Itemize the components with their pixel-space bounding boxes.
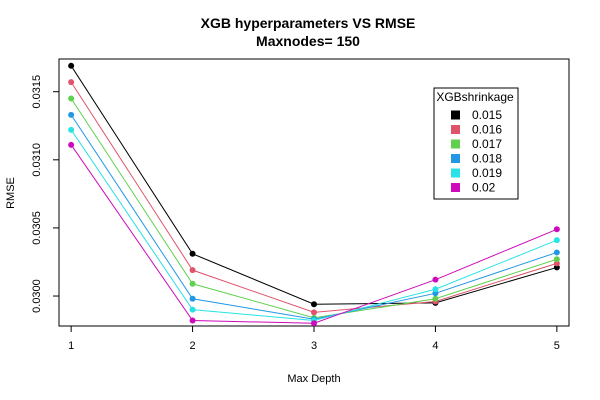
data-point bbox=[311, 301, 317, 308]
chart-title: XGB hyperparameters VS RMSE bbox=[201, 15, 416, 31]
data-point bbox=[432, 276, 439, 283]
y-tick-label: 0.0300 bbox=[31, 279, 43, 313]
x-tick-label: 1 bbox=[68, 340, 74, 352]
data-point bbox=[189, 267, 196, 274]
legend: XGBshrinkage 0.0150.0160.0170.0180.0190.… bbox=[433, 87, 519, 200]
legend-box bbox=[433, 87, 519, 200]
legend-label: 0.02 bbox=[472, 181, 496, 195]
data-point bbox=[189, 295, 196, 302]
data-point bbox=[553, 256, 560, 263]
chart-subtitle: Maxnodes= 150 bbox=[256, 33, 360, 49]
data-point bbox=[432, 295, 439, 302]
legend-title: XGBshrinkage bbox=[436, 90, 514, 104]
x-tick-label: 2 bbox=[190, 340, 196, 352]
data-point bbox=[432, 286, 439, 293]
legend-label: 0.016 bbox=[472, 123, 502, 137]
x-axis-label: Max Depth bbox=[287, 373, 340, 385]
legend-swatch bbox=[451, 139, 460, 149]
x-tick-label: 5 bbox=[554, 340, 560, 352]
legend-swatch bbox=[451, 168, 460, 178]
y-tick-label: 0.0310 bbox=[31, 143, 43, 177]
data-point bbox=[189, 280, 196, 287]
legend-label: 0.019 bbox=[472, 166, 502, 180]
series-0.02 bbox=[68, 141, 560, 327]
data-point bbox=[189, 317, 196, 324]
legend-label: 0.017 bbox=[472, 137, 502, 151]
legend-swatch bbox=[451, 154, 460, 163]
data-point bbox=[189, 306, 196, 313]
data-point bbox=[68, 111, 75, 118]
y-tick-label: 0.0305 bbox=[31, 211, 43, 245]
legend-label: 0.015 bbox=[472, 108, 502, 122]
data-point bbox=[311, 309, 317, 316]
data-point bbox=[68, 62, 75, 69]
x-axis: 1 2 3 4 5 bbox=[68, 325, 560, 352]
data-point bbox=[68, 126, 75, 133]
series-layer bbox=[68, 62, 560, 327]
data-point bbox=[553, 237, 560, 244]
x-tick-label: 3 bbox=[311, 340, 317, 352]
data-point bbox=[68, 95, 75, 102]
data-point bbox=[553, 249, 560, 256]
data-point bbox=[189, 250, 196, 257]
legend-label: 0.018 bbox=[472, 152, 502, 166]
legend-swatch bbox=[451, 110, 460, 120]
data-point bbox=[68, 79, 75, 86]
series-0.015 bbox=[68, 62, 560, 308]
x-tick-label: 4 bbox=[432, 340, 438, 352]
legend-swatch bbox=[451, 183, 460, 192]
legend-swatch bbox=[451, 125, 460, 134]
data-point bbox=[553, 226, 560, 233]
y-axis: 0.0300 0.0305 0.0310 0.0315 bbox=[31, 75, 60, 313]
data-point bbox=[68, 141, 75, 148]
y-tick-label: 0.0315 bbox=[31, 75, 43, 109]
data-point bbox=[311, 320, 317, 327]
y-axis-label: RMSE bbox=[5, 177, 17, 209]
